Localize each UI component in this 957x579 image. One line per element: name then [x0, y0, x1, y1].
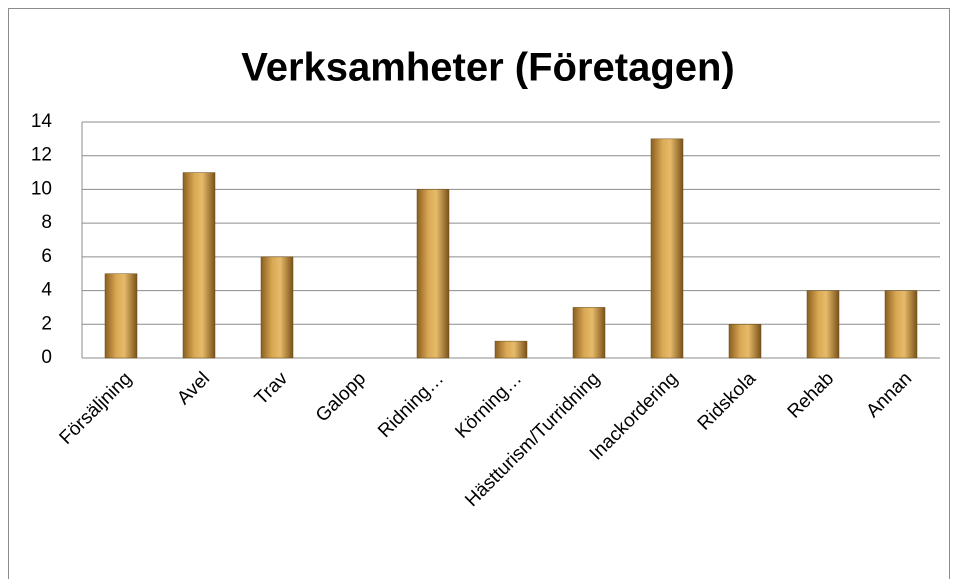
- bar: [494, 340, 528, 359]
- y-tick-label: 2: [41, 313, 52, 334]
- y-tick-label: 6: [41, 246, 52, 267]
- bar: [884, 290, 918, 359]
- y-tick-label: 12: [31, 145, 52, 166]
- bar: [728, 324, 762, 359]
- bar: [260, 256, 294, 359]
- y-tick-label: 4: [41, 280, 52, 301]
- bar: [572, 307, 606, 359]
- bar: [182, 172, 216, 359]
- y-tick-label: 0: [41, 347, 52, 368]
- bar: [104, 273, 138, 359]
- chart-title: Verksamheter (Företagen): [241, 46, 735, 90]
- y-tick-label: 14: [31, 111, 53, 132]
- y-tick-label: 10: [31, 178, 52, 199]
- bar: [650, 138, 684, 359]
- chart-border: [8, 8, 950, 579]
- y-tick-label: 8: [41, 212, 52, 233]
- bar: [416, 189, 450, 359]
- bar: [806, 290, 840, 359]
